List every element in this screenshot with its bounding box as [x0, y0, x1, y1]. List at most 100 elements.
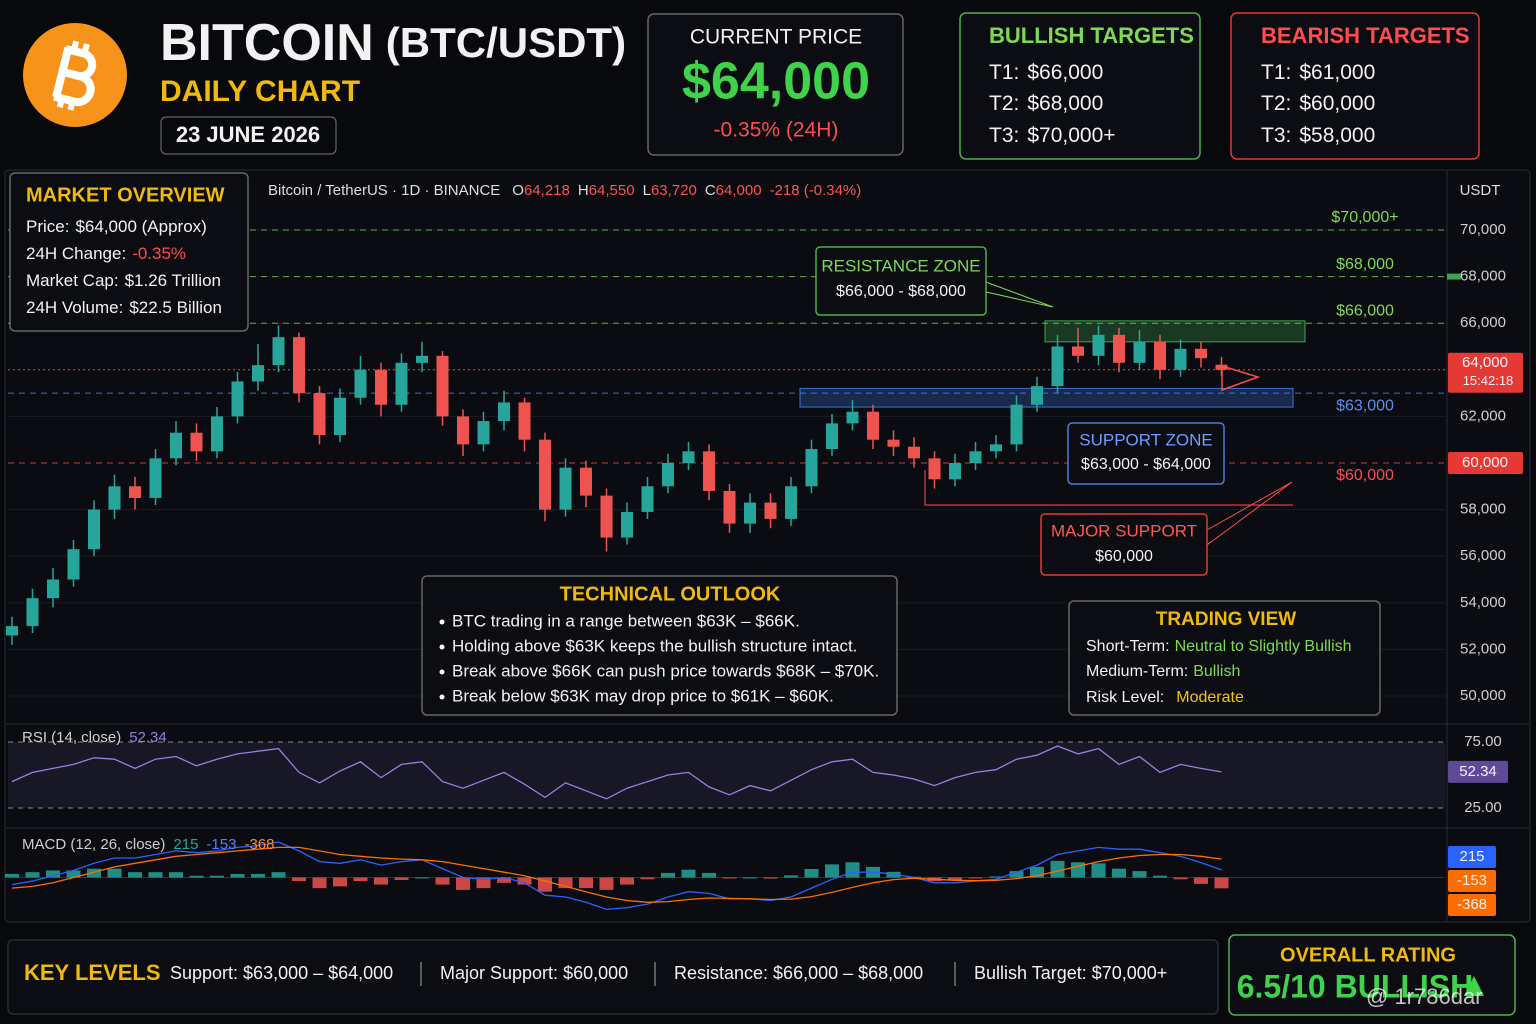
trading-view-row: Short-Term: Neutral to Slightly Bullish	[1086, 638, 1352, 655]
candle-body	[457, 416, 469, 445]
bearish-box	[1230, 12, 1480, 160]
histogram-bar	[1132, 871, 1147, 878]
row-value: $22.5 Billion	[129, 298, 222, 317]
candle-body	[764, 502, 777, 519]
candle-body	[313, 393, 326, 436]
candle-body	[621, 511, 633, 538]
candle-body	[1010, 404, 1023, 445]
zone	[1044, 320, 1306, 343]
histogram-bar	[353, 877, 368, 882]
date: 23 JUNE 2026	[176, 122, 320, 147]
title-pair: (BTC/USDT)	[386, 19, 626, 66]
histogram-bar	[1091, 863, 1106, 878]
macd-legend: MACD (12, 26, close) 215 -153 -368	[22, 836, 274, 853]
major-support-box	[1040, 513, 1208, 576]
current-price-change: -0.35% (24H)	[714, 119, 839, 142]
key-level-label: Bullish Target:	[974, 963, 1087, 983]
target-value: $58,000	[1299, 124, 1375, 147]
outlook-point: Holding above $63K keeps the bullish str…	[452, 636, 857, 655]
histogram-bar	[394, 877, 409, 880]
key-level-value: $63,000 – $64,000	[243, 963, 393, 983]
symbol: Bitcoin / TetherUS · 1D · BINANCE	[268, 182, 500, 199]
histogram-bar	[825, 864, 839, 878]
candle-body	[108, 486, 121, 510]
signal-line	[11, 846, 1222, 903]
key-level: Support: $63,000 – $64,000	[170, 963, 393, 983]
target-marker	[1447, 273, 1461, 280]
ohlc-value: 64,550	[589, 182, 635, 199]
candle-body	[1092, 334, 1105, 356]
rsi-badge-label: 52.34	[1459, 763, 1497, 780]
macd-legend-value: 215	[173, 836, 198, 853]
histogram-bar	[5, 873, 19, 878]
candle-body	[498, 402, 510, 422]
ohlc-key: L	[643, 182, 651, 199]
histogram-bar	[497, 877, 511, 883]
macd-legend-value: -368	[244, 836, 274, 853]
histogram-bar	[517, 877, 532, 885]
candle-body	[1031, 386, 1043, 405]
overview-row: Market Cap: $1.26 Trillion	[26, 271, 221, 290]
date-box	[160, 116, 337, 155]
outlook-title: TECHNICAL OUTLOOK	[560, 583, 781, 605]
overview-row: 24H Volume: $22.5 Billion	[26, 298, 222, 317]
histogram-bar	[107, 868, 122, 878]
key-levels-title: KEY LEVELS	[24, 960, 161, 985]
histogram-bar	[87, 868, 101, 878]
histogram-bar	[230, 873, 245, 878]
outlook-point: BTC trading in a range between $63K – $6…	[452, 611, 800, 630]
support-title: SUPPORT ZONE	[1079, 430, 1213, 449]
key-levels-box	[7, 939, 1219, 1015]
bullet	[439, 669, 445, 675]
chart-frame	[4, 169, 1531, 923]
macd-badge-label: 215	[1459, 848, 1484, 865]
rating-arrow	[1464, 976, 1484, 996]
row-label: Market Cap:	[26, 271, 119, 290]
ohlc-value: 64,218	[524, 182, 570, 199]
candle-body	[949, 462, 961, 480]
histogram-bar	[743, 877, 757, 879]
macd-badge-label: -153	[1457, 872, 1487, 889]
histogram-bar	[1153, 875, 1167, 878]
trading-view-box	[1068, 600, 1381, 716]
ohlc-change: -218 (-0.34%)	[770, 182, 862, 199]
pointer	[924, 470, 1293, 546]
level-label: $66,000	[1336, 302, 1394, 319]
logo-glyph	[52, 40, 97, 111]
histogram-bar	[640, 877, 655, 880]
histogram-bar	[169, 872, 183, 878]
target-label: T2:	[989, 92, 1019, 115]
candle-body	[293, 337, 305, 394]
candle-body	[1072, 346, 1084, 356]
candle-body	[908, 446, 920, 459]
candle-body	[928, 458, 941, 480]
chart-legend: Bitcoin / TetherUS · 1D · BINANCE O64,218…	[268, 182, 861, 199]
row-value: $64,000 (Approx)	[75, 217, 206, 236]
candle-body	[662, 462, 674, 487]
histogram-bar	[1009, 871, 1024, 878]
key-level: Major Support: $60,000	[440, 963, 628, 983]
row-value: Bullish	[1193, 663, 1240, 680]
price-badge-label: 64,000	[1462, 354, 1508, 371]
key-level: Resistance: $66,000 – $68,000	[674, 963, 923, 983]
histogram-bar	[1030, 866, 1044, 878]
y-tick-label: 54,000	[1460, 594, 1506, 611]
candle-body	[846, 411, 859, 424]
key-level-value: $70,000+	[1092, 963, 1168, 983]
bullish-title: BULLISH TARGETS	[989, 23, 1194, 48]
candle-body	[867, 411, 879, 440]
histogram-bar	[415, 877, 429, 879]
target-value: $68,000	[1027, 92, 1103, 115]
pointer	[985, 281, 1054, 308]
histogram-bar	[128, 872, 142, 878]
macd-badge	[1448, 870, 1496, 892]
arrow	[1221, 364, 1261, 392]
bearish-row: T1: $61,000	[1261, 61, 1375, 84]
current-price-box	[647, 13, 904, 156]
y-tick-label: 52,000	[1460, 640, 1506, 657]
candle-body	[641, 486, 654, 512]
target-value: $60,000	[1299, 92, 1375, 115]
histogram-bar	[251, 873, 265, 878]
candle-body	[395, 362, 408, 405]
level-label: $70,000+	[1331, 209, 1398, 226]
